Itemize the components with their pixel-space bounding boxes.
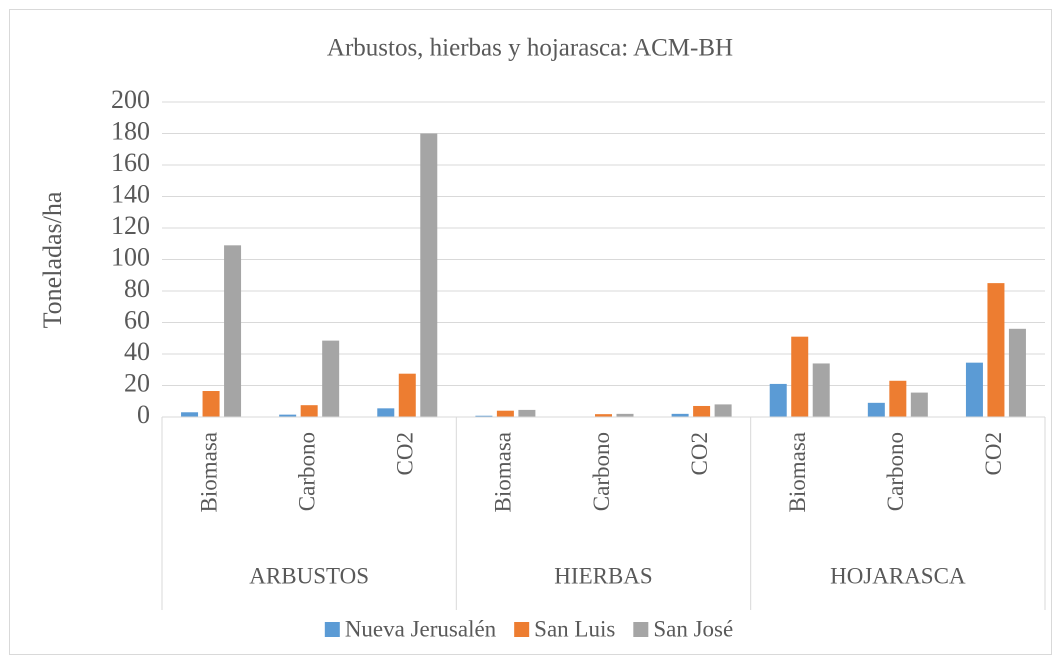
legend: Nueva Jerusalén San Luis San José [324, 616, 733, 641]
bar [322, 340, 340, 417]
bar [693, 405, 711, 417]
bar [987, 283, 1005, 417]
legend-swatch [514, 622, 530, 637]
y-tick-label: 140 [111, 179, 150, 208]
bar [300, 405, 318, 417]
bar [812, 363, 830, 417]
y-tick-label: 20 [124, 368, 150, 397]
x-tick-label: CO2 [687, 432, 712, 475]
bar [181, 412, 199, 417]
group-label: HOJARASCA [830, 563, 966, 588]
group-label: ARBUSTOS [249, 563, 369, 588]
bar [1008, 328, 1026, 417]
legend-label: Nueva Jerusalén [345, 616, 497, 641]
bar [889, 380, 907, 417]
y-tick-label: 200 [111, 85, 150, 114]
bar [224, 245, 242, 417]
chart-frame [9, 9, 1052, 655]
x-tick-label: Carbono [294, 432, 319, 511]
x-tick-label: CO2 [981, 432, 1006, 475]
x-tick-label: Biomasa [196, 432, 221, 513]
chart-title: Arbustos, hierbas y hojarasca: ACM-BH [327, 35, 733, 62]
legend-label: San José [653, 616, 733, 641]
y-tick-label: 120 [111, 211, 150, 240]
bar [965, 362, 983, 417]
bar [595, 414, 612, 417]
y-tick-label: 160 [111, 148, 150, 177]
y-tick-label: 40 [124, 337, 150, 366]
bar [202, 391, 220, 417]
bar [616, 413, 634, 417]
bar [769, 383, 787, 417]
bar [714, 404, 732, 417]
x-tick-label: Carbono [589, 432, 614, 511]
bar [420, 133, 438, 417]
bar [475, 415, 493, 417]
y-tick-label: 180 [111, 116, 150, 145]
legend-label: San Luis [534, 616, 615, 641]
bar [791, 336, 809, 417]
legend-swatch [324, 622, 340, 637]
bar [910, 392, 928, 417]
x-tick-label: Biomasa [785, 432, 810, 513]
y-axis-label: Toneladas/ha [38, 191, 67, 328]
bar [398, 373, 416, 417]
legend-swatch [633, 622, 649, 637]
y-tick-label: 60 [124, 305, 150, 334]
y-tick-label: 0 [137, 400, 150, 429]
x-tick-label: Biomasa [491, 432, 516, 513]
y-tick-label: 80 [124, 274, 150, 303]
bar [671, 413, 689, 417]
x-tick-label: CO2 [393, 432, 418, 475]
bar [279, 414, 297, 417]
bar [377, 408, 395, 417]
y-tick-label: 100 [111, 242, 150, 271]
bar [867, 402, 885, 417]
group-label: HIERBAS [554, 563, 652, 588]
bar [518, 409, 536, 417]
bar [496, 410, 514, 417]
x-tick-label: Carbono [883, 432, 908, 511]
